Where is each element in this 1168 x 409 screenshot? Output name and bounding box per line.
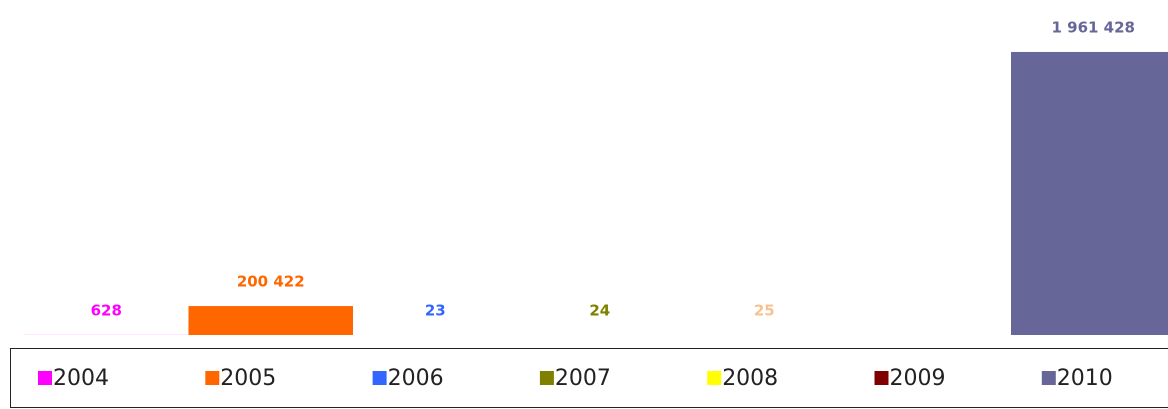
legend-label: 2010	[1057, 366, 1113, 391]
value-label: 200 422	[237, 273, 305, 291]
legend-label: 2005	[220, 366, 276, 391]
legend-label: 2008	[722, 366, 778, 391]
value-label: 23	[425, 301, 446, 319]
legend-swatch	[38, 371, 52, 385]
bar	[188, 306, 353, 335]
legend-swatch	[707, 371, 722, 385]
legend-label: 2006	[388, 366, 444, 391]
legend-label: 2004	[53, 366, 109, 391]
legend-swatch	[874, 371, 889, 385]
legend-swatch	[205, 371, 220, 385]
bar	[1011, 51, 1168, 335]
value-label: 1 961 428	[1051, 18, 1135, 36]
value-label: 24	[589, 301, 610, 319]
legend-label: 2009	[890, 366, 946, 391]
value-label: 628	[91, 301, 122, 319]
legend-box	[10, 348, 1168, 408]
legend-swatch	[539, 371, 554, 385]
legend-swatch	[1041, 371, 1056, 385]
legend-label: 2007	[555, 366, 611, 391]
value-label: 25	[754, 301, 775, 319]
legend-swatch	[372, 371, 387, 385]
